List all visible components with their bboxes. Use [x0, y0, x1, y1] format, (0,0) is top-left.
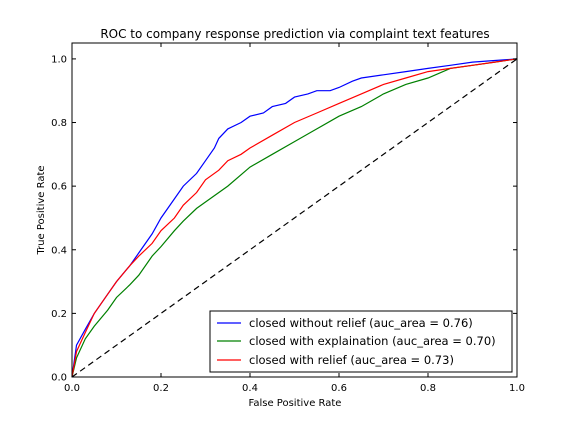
x-axis-ticks: 0.0 0.2 0.4 0.6 0.8 1.0: [64, 43, 525, 394]
x-tick-label: 0.2: [153, 383, 169, 394]
y-tick-label: 0.8: [51, 118, 67, 129]
y-axis-ticks: 0.0 0.2 0.4 0.6 0.8 1.0: [51, 54, 517, 384]
x-tick-label: 0.4: [242, 383, 258, 394]
x-tick-label: 0.6: [331, 383, 347, 394]
legend-label-closed-with-explaination: closed with explaination (auc_area = 0.7…: [249, 334, 496, 348]
chart-title: ROC to company response prediction via c…: [100, 27, 489, 41]
legend-box: [209, 310, 513, 373]
y-tick-label: 0.4: [51, 245, 67, 256]
y-axis-label: True Positive Rate: [36, 165, 47, 255]
reference-diagonal-line: [71, 58, 518, 378]
x-tick-label: 0.0: [64, 383, 80, 394]
plot-lines: [71, 58, 518, 378]
legend-label-closed-with-relief: closed with relief (auc_area = 0.73): [249, 353, 454, 367]
plot-frame: [71, 42, 518, 378]
y-tick-label: 0.6: [51, 182, 67, 193]
x-axis-label: False Positive Rate: [249, 398, 342, 409]
y-tick-label: 0.2: [51, 309, 67, 320]
legend: closed without relief (auc_area = 0.76) …: [209, 310, 513, 373]
series-line-closed-with-relief: [71, 58, 518, 378]
legend-label-closed-without-relief: closed without relief (auc_area = 0.76): [249, 316, 473, 330]
series-line-closed-with-explaination: [71, 58, 518, 378]
y-tick-label: 1.0: [51, 54, 67, 65]
x-tick-label: 1.0: [509, 383, 525, 394]
x-tick-label: 0.8: [420, 383, 436, 394]
y-tick-label: 0.0: [51, 373, 67, 384]
